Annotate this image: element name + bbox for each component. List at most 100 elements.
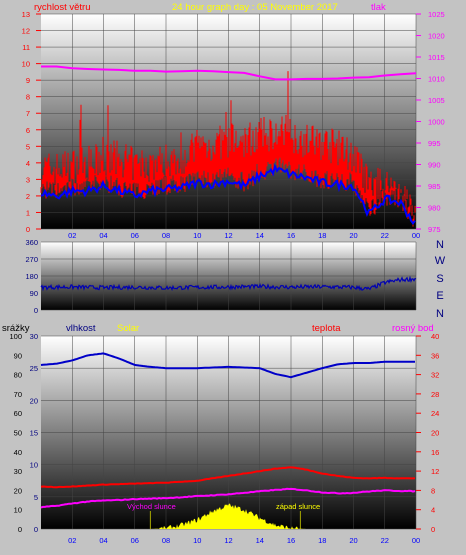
compass-label: N	[436, 239, 444, 251]
y-tick-label-pressure: 980	[428, 204, 441, 213]
series-line-humidity	[40, 352, 415, 379]
y-tick-label-wind: 2	[26, 192, 30, 201]
y-tick-label-humidity: 15	[30, 429, 38, 438]
y-tick-label-wind: 9	[26, 76, 30, 85]
annotation-sunrise: Východ slunce	[127, 502, 176, 511]
x-tick-label: 12	[224, 231, 232, 240]
right-axis-label-pressure: tlak	[371, 2, 386, 13]
compass-label: N	[436, 308, 444, 320]
x-tick-label: 14	[256, 231, 264, 240]
y-tick-label-rain: 50	[14, 429, 22, 438]
x-tick-label: 16	[287, 231, 295, 240]
x-tick-label: 06	[131, 536, 139, 545]
left-axis-label-wind: rychlost větru	[34, 2, 91, 13]
humidity-panel-ticks: 0102030405060708090100051015202530048121…	[9, 332, 439, 545]
y-tick-label-wind: 6	[26, 126, 30, 135]
x-tick-label: 12	[224, 536, 232, 545]
y-tick-label-temperature: 36	[431, 351, 439, 360]
label-rain: srážky	[2, 323, 30, 334]
y-tick-label-pressure: 1005	[428, 96, 445, 105]
y-tick-label-pressure: 985	[428, 182, 441, 191]
x-tick-label: 00	[412, 231, 420, 240]
y-tick-label-wind: 7	[26, 109, 30, 118]
x-tick-label: 18	[318, 231, 326, 240]
y-tick-label-humidity: 30	[30, 332, 38, 341]
y-tick-label-wind: 12	[22, 27, 30, 36]
y-tick-label-wind: 5	[26, 142, 30, 151]
x-tick-label: 16	[287, 536, 295, 545]
chart-title: 24 hour graph day : 05 November 2017	[172, 2, 338, 13]
direction-panel-series	[40, 275, 417, 292]
wind-panel-grid	[41, 13, 417, 230]
y-tick-label-direction: 360	[25, 238, 38, 247]
y-tick-label-wind: 11	[22, 43, 30, 52]
y-tick-label-wind: 4	[26, 159, 30, 168]
x-tick-label: 06	[131, 231, 139, 240]
y-tick-label-humidity: 10	[30, 461, 38, 470]
series-area-solar	[41, 503, 416, 529]
y-tick-label-temperature: 12	[431, 467, 439, 476]
y-tick-label-temperature: 28	[431, 390, 439, 399]
wind-panel-series	[40, 65, 417, 227]
y-tick-label-rain: 30	[14, 467, 22, 476]
x-tick-label: 14	[256, 536, 264, 545]
y-tick-label-direction: 0	[34, 306, 38, 315]
y-tick-label-wind: 8	[26, 93, 30, 102]
y-tick-label-rain: 40	[14, 448, 22, 457]
y-tick-label-temperature: 32	[431, 371, 439, 380]
y-tick-label-rain: 60	[14, 409, 22, 418]
y-tick-label-rain: 0	[18, 525, 22, 534]
y-tick-label-temperature: 16	[431, 448, 439, 457]
y-tick-label-humidity: 5	[34, 493, 38, 502]
annotation-sunset: západ slunce	[276, 502, 320, 511]
y-tick-label-wind: 0	[26, 225, 30, 234]
y-tick-label-humidity: 20	[30, 396, 38, 405]
x-tick-label: 22	[381, 231, 389, 240]
y-tick-label-wind: 13	[22, 10, 30, 19]
y-tick-label-pressure: 975	[428, 225, 441, 234]
series-line-wind-direction	[40, 275, 417, 292]
compass-label: E	[436, 290, 443, 302]
label-temperature: teplota	[312, 323, 341, 334]
y-tick-label-humidity: 25	[30, 364, 38, 373]
y-tick-label-direction: 270	[25, 255, 38, 264]
y-tick-label-rain: 80	[14, 371, 22, 380]
x-tick-label: 00	[412, 536, 420, 545]
x-tick-label: 04	[99, 536, 107, 545]
y-tick-label-temperature: 0	[431, 525, 435, 534]
series-line-temperature	[40, 466, 416, 489]
x-tick-label: 02	[68, 536, 76, 545]
direction-panel-grid	[41, 241, 417, 311]
x-tick-label: 08	[162, 536, 170, 545]
series-line-pressure	[41, 65, 417, 81]
y-tick-label-rain: 100	[9, 332, 22, 341]
y-tick-label-temperature: 40	[431, 332, 439, 341]
direction-panel-ticks: 0 90 180 270 360	[25, 238, 38, 315]
y-tick-label-rain: 70	[14, 390, 22, 399]
y-tick-label-pressure: 1020	[428, 32, 445, 41]
y-tick-label-temperature: 24	[431, 409, 439, 418]
y-tick-label-pressure: 990	[428, 161, 441, 170]
wind-panel-ticks: 0123456789101112139759809859909951000100…	[22, 10, 445, 240]
humidity-panel-series	[40, 352, 416, 529]
y-tick-label-rain: 90	[14, 351, 22, 360]
y-tick-label-pressure: 995	[428, 139, 441, 148]
x-tick-label: 20	[349, 231, 357, 240]
x-tick-label: 02	[68, 231, 76, 240]
y-tick-label-wind: 10	[22, 60, 30, 69]
y-tick-label-wind: 1	[26, 208, 30, 217]
y-tick-label-temperature: 8	[431, 486, 435, 495]
label-humidity: vlhkost	[66, 323, 96, 334]
x-tick-label: 04	[99, 231, 107, 240]
x-tick-label: 10	[193, 231, 201, 240]
y-tick-label-temperature: 20	[431, 429, 439, 438]
compass-label: W	[435, 255, 446, 267]
x-tick-label: 20	[349, 536, 357, 545]
y-tick-label-wind: 3	[26, 175, 30, 184]
compass-label: S	[436, 273, 443, 285]
y-tick-label-pressure: 1025	[428, 10, 445, 19]
y-tick-label-pressure: 1015	[428, 53, 445, 62]
series-line-average-wind	[40, 163, 416, 225]
